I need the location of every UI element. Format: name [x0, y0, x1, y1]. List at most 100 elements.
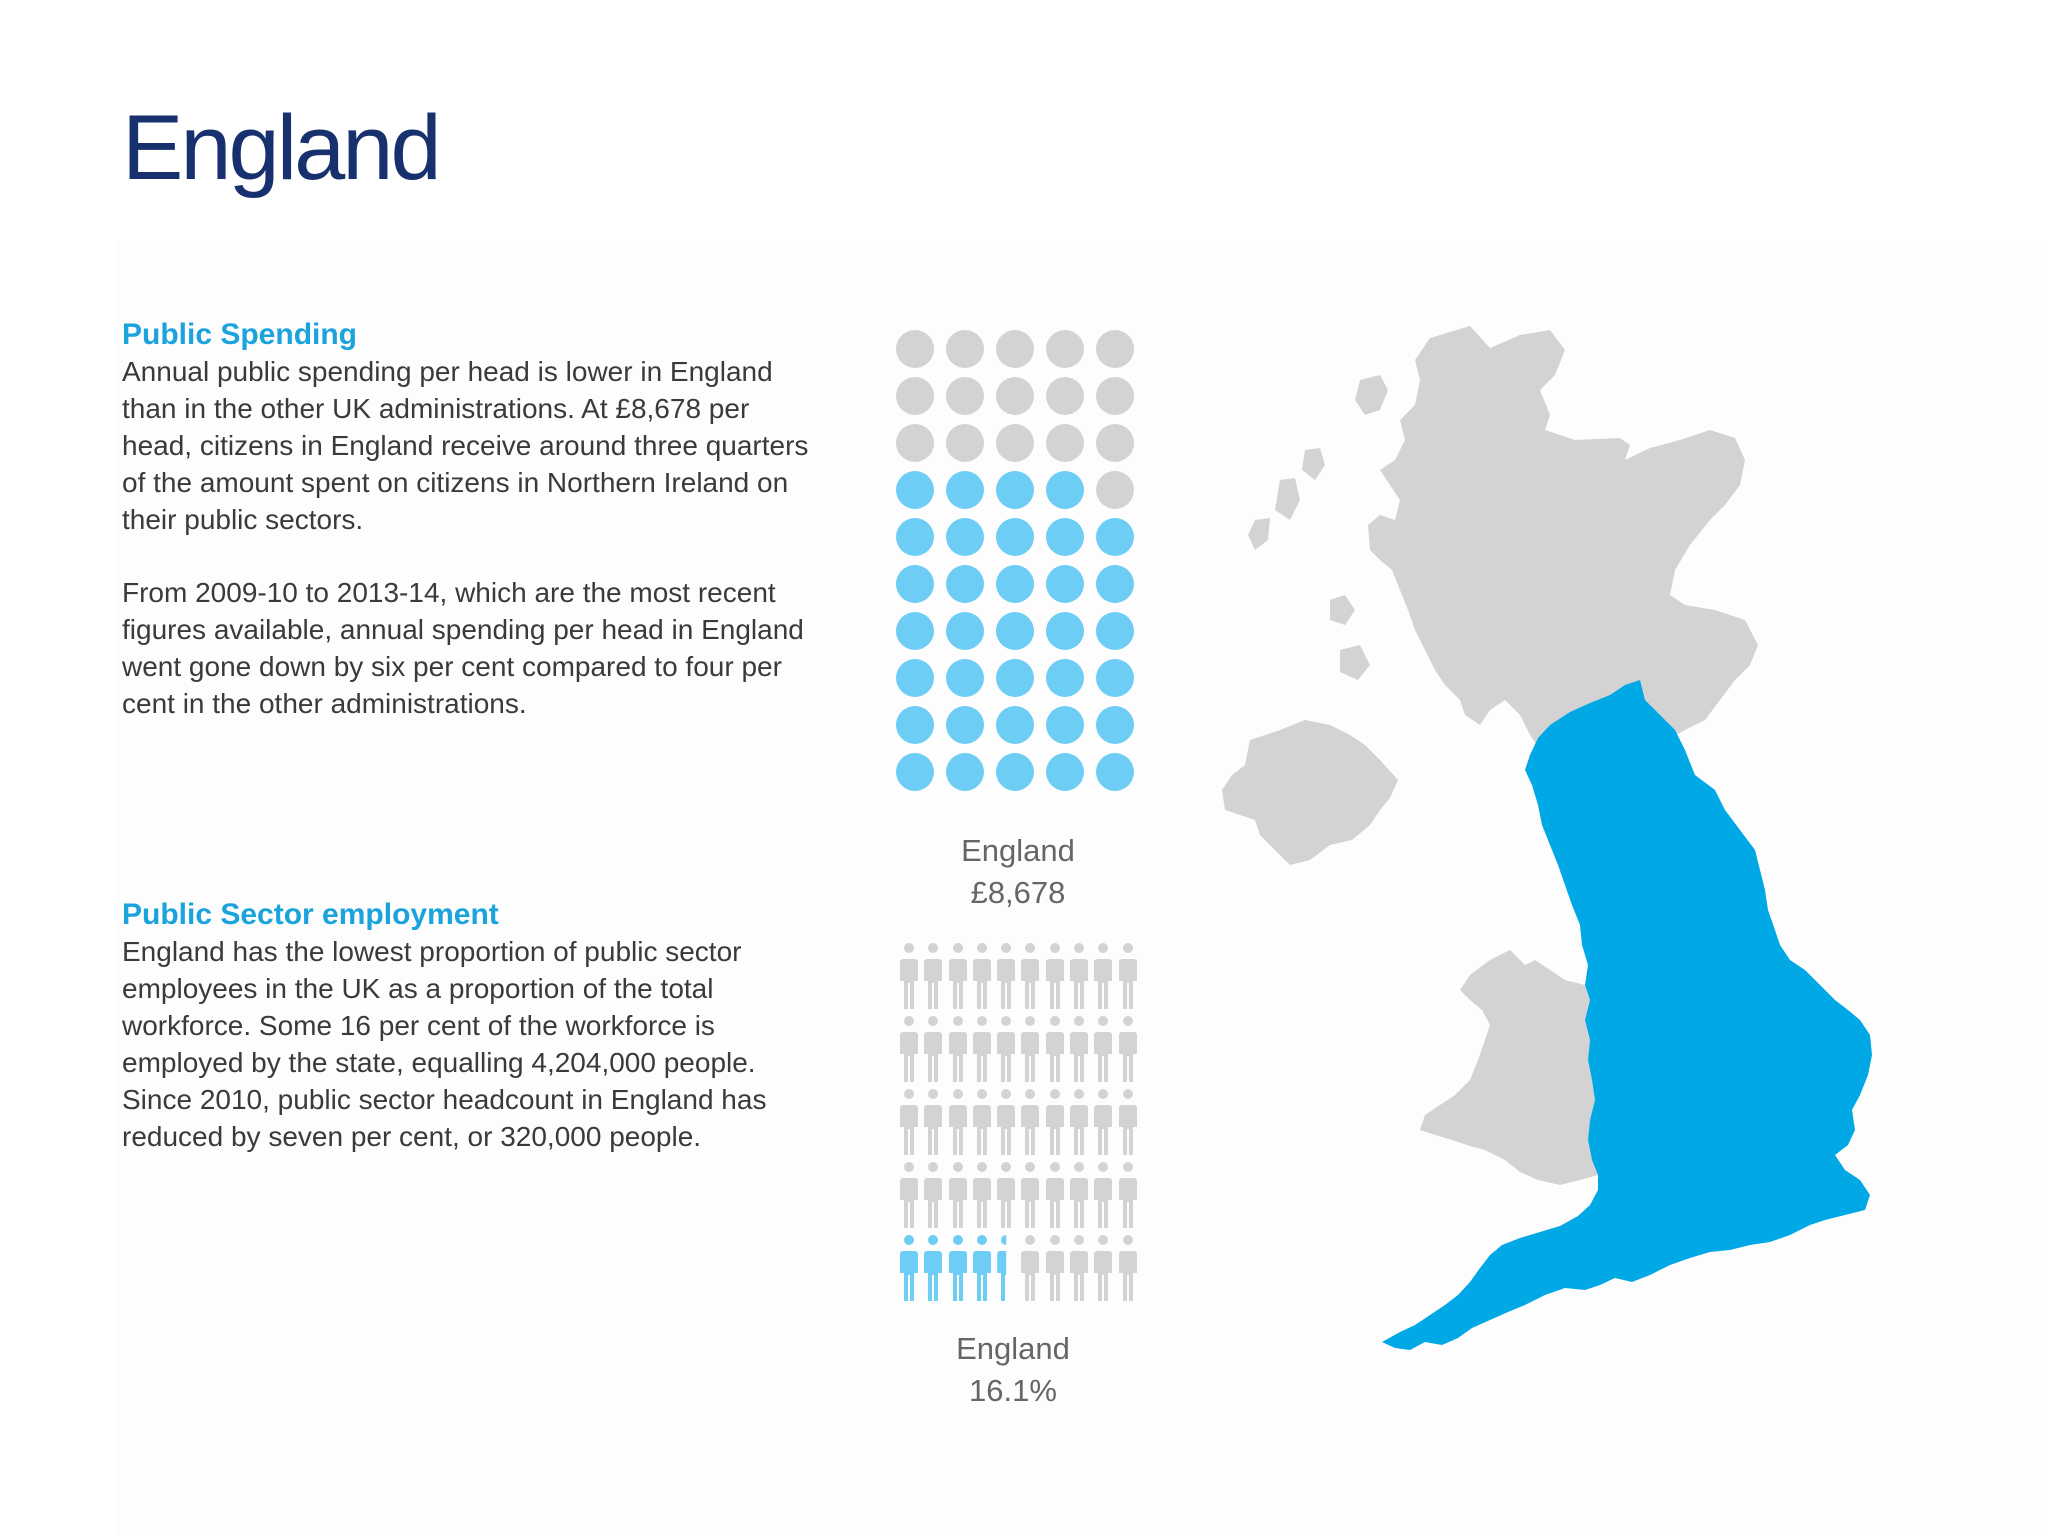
map-england [1382, 680, 1872, 1350]
filled-dot [1046, 518, 1084, 556]
filled-person-icon [972, 1235, 991, 1301]
empty-person-icon [1118, 943, 1137, 1009]
uk-map [1222, 326, 1872, 1350]
filled-dot [946, 612, 984, 650]
map-island-4 [1248, 518, 1270, 550]
filled-dot [946, 471, 984, 509]
map-island-5 [1330, 595, 1355, 625]
filled-dot [996, 471, 1034, 509]
filled-dot [996, 565, 1034, 603]
empty-person-icon [1118, 1016, 1137, 1082]
empty-person-icon [1118, 1089, 1137, 1155]
filled-dot [1096, 706, 1134, 744]
empty-person-icon [900, 1162, 918, 1228]
filled-dot [1046, 565, 1084, 603]
empty-person-icon [1045, 1089, 1064, 1155]
empty-person-icon [948, 1162, 967, 1228]
employment-caption: England 16.1% [893, 1328, 1133, 1412]
empty-person-icon [924, 943, 943, 1009]
filled-person-icon [997, 1235, 1007, 1301]
filled-dot [946, 706, 984, 744]
public-sector-employment-text: England has the lowest proportion of pub… [122, 933, 822, 1155]
filled-dot [1096, 518, 1134, 556]
empty-dot [1046, 377, 1084, 415]
empty-person-icon [948, 1016, 967, 1082]
empty-person-icon [997, 1162, 1016, 1228]
empty-person-icon [1070, 1016, 1089, 1082]
map-northern-ireland [1222, 720, 1398, 865]
empty-dot [1046, 424, 1084, 462]
empty-person-icon [997, 943, 1016, 1009]
empty-person-icon [1045, 1016, 1064, 1082]
filled-dot [996, 518, 1034, 556]
empty-person-icon [1021, 1089, 1040, 1155]
page-title: England [122, 97, 442, 199]
spending-caption: England £8,678 [898, 830, 1138, 914]
empty-person-icon [1094, 943, 1113, 1009]
filled-dot [1096, 612, 1134, 650]
empty-person-icon [1070, 943, 1089, 1009]
empty-person-icon [1094, 1089, 1113, 1155]
empty-dot [996, 330, 1034, 368]
filled-dot [946, 753, 984, 791]
empty-person-icon [1118, 1162, 1137, 1228]
empty-person-icon [948, 1089, 967, 1155]
filled-dot [996, 612, 1034, 650]
filled-dot [896, 518, 934, 556]
empty-dot [946, 330, 984, 368]
empty-person-icon [997, 1016, 1016, 1082]
empty-dot [1096, 424, 1134, 462]
empty-person-icon [924, 1089, 943, 1155]
empty-person-icon [972, 1162, 991, 1228]
filled-dot [896, 612, 934, 650]
empty-dot [946, 424, 984, 462]
empty-person-icon [1070, 1235, 1089, 1301]
empty-dot [1096, 471, 1134, 509]
spending-caption-region: England [961, 833, 1075, 868]
public-spending-text: Annual public spending per head is lower… [122, 353, 822, 722]
empty-person-icon [1045, 943, 1064, 1009]
employment-people-grid [900, 943, 1140, 1301]
empty-person-icon [1045, 1162, 1064, 1228]
empty-person-icon [1094, 1162, 1113, 1228]
empty-person-icon [972, 1089, 991, 1155]
map-wales [1420, 950, 1598, 1185]
filled-dot [996, 753, 1034, 791]
employment-caption-value: 16.1% [969, 1373, 1057, 1408]
empty-dot [1096, 330, 1134, 368]
empty-dot [896, 330, 934, 368]
empty-person-icon [972, 1016, 991, 1082]
map-island-1 [1355, 375, 1388, 415]
filled-dot [996, 706, 1034, 744]
map-island-6 [1340, 645, 1370, 680]
filled-dot [896, 471, 934, 509]
empty-person-icon [1021, 1016, 1040, 1082]
filled-dot [1096, 565, 1134, 603]
filled-dot [1046, 612, 1084, 650]
empty-person-icon [948, 943, 967, 1009]
empty-person-icon [900, 943, 918, 1009]
filled-dot [1046, 471, 1084, 509]
filled-dot [996, 659, 1034, 697]
empty-person-icon [1021, 943, 1040, 1009]
employment-caption-region: England [956, 1331, 1070, 1366]
empty-dot [996, 377, 1034, 415]
filled-dot [896, 706, 934, 744]
filled-person-icon [948, 1235, 967, 1301]
filled-dot [1046, 753, 1084, 791]
map-island-3 [1275, 478, 1300, 520]
empty-person-icon [1021, 1235, 1040, 1301]
empty-dot [1096, 377, 1134, 415]
public-spending-paragraph-2: From 2009-10 to 2013-14, which are the m… [122, 577, 804, 719]
empty-person-icon [1118, 1235, 1137, 1301]
empty-person-icon [997, 1089, 1016, 1155]
map-scotland [1368, 326, 1758, 810]
empty-dot [946, 377, 984, 415]
empty-person-icon [924, 1016, 943, 1082]
spending-caption-value: £8,678 [970, 875, 1066, 910]
empty-dot [896, 377, 934, 415]
empty-dot [996, 424, 1034, 462]
public-spending-heading: Public Spending [122, 318, 358, 351]
empty-person-icon [1070, 1089, 1089, 1155]
empty-person-icon [1094, 1235, 1113, 1301]
